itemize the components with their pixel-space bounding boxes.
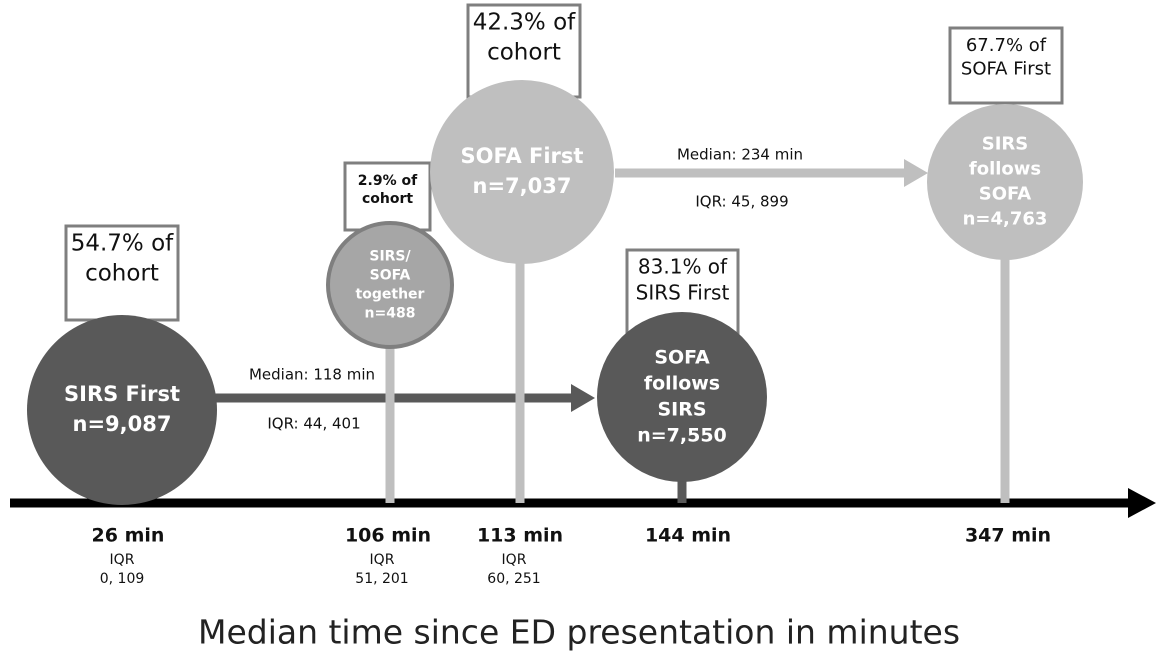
time-label: 26 min bbox=[92, 525, 165, 547]
percent-box bbox=[64, 224, 180, 322]
circle-text: n=9,087 bbox=[73, 412, 172, 436]
circle-text: follows bbox=[644, 373, 720, 395]
time-iqr: IQR bbox=[502, 552, 527, 568]
group-circle bbox=[430, 80, 614, 264]
circle-text: SOFA First bbox=[461, 144, 584, 168]
circle-text: SOFA bbox=[979, 184, 1031, 205]
circle-text: SIRS bbox=[657, 399, 706, 421]
circle-text: SIRS/ bbox=[369, 249, 411, 265]
circle-text: SIRS bbox=[982, 134, 1029, 155]
axis-label: Median time since ED presentation in min… bbox=[198, 613, 960, 652]
time-iqr: IQR bbox=[370, 552, 395, 568]
arrow-iqr: IQR: 45, 899 bbox=[695, 193, 788, 211]
percent-text: 42.3% of bbox=[473, 10, 576, 36]
percent-box bbox=[948, 26, 1064, 105]
percent-text: SIRS First bbox=[636, 281, 730, 305]
percent-text: 83.1% of bbox=[638, 255, 728, 279]
percent-text: cohort bbox=[362, 191, 413, 207]
time-label: 144 min bbox=[645, 525, 731, 547]
percent-text: cohort bbox=[487, 39, 561, 65]
group-circle bbox=[27, 315, 217, 505]
percent-text: 54.7% of bbox=[71, 231, 174, 257]
percent-text: 67.7% of bbox=[966, 35, 1047, 56]
time-iqr: 60, 251 bbox=[487, 571, 540, 587]
circle-text: n=4,763 bbox=[963, 209, 1048, 230]
arrowhead bbox=[571, 384, 595, 412]
arrowhead bbox=[904, 159, 928, 187]
circle-text: SOFA bbox=[370, 268, 411, 284]
circle-text: n=7,550 bbox=[637, 425, 727, 447]
circle-text: SIRS First bbox=[64, 382, 180, 406]
arrow-median: Median: 234 min bbox=[677, 146, 803, 164]
percent-text: 2.9% of bbox=[358, 173, 418, 189]
circle-text: follows bbox=[969, 159, 1041, 180]
arrow-iqr: IQR: 44, 401 bbox=[267, 415, 360, 433]
percent-text: cohort bbox=[85, 260, 159, 286]
circle-text: n=7,037 bbox=[473, 174, 572, 198]
group-circle bbox=[326, 221, 454, 349]
time-iqr: 0, 109 bbox=[100, 571, 145, 587]
group-circle bbox=[597, 312, 767, 482]
arrow-median: Median: 118 min bbox=[249, 366, 375, 384]
time-label: 347 min bbox=[965, 525, 1051, 547]
axis-arrowhead bbox=[1128, 488, 1156, 518]
circle-text: n=488 bbox=[365, 306, 416, 322]
time-label: 106 min bbox=[345, 525, 431, 547]
circle-text: SOFA bbox=[654, 347, 710, 369]
time-iqr: 51, 201 bbox=[355, 571, 408, 587]
time-label: 113 min bbox=[477, 525, 563, 547]
circle-text: together bbox=[356, 287, 425, 303]
percent-text: SOFA First bbox=[961, 58, 1051, 79]
time-iqr: IQR bbox=[110, 552, 135, 568]
group-circle bbox=[927, 104, 1083, 260]
